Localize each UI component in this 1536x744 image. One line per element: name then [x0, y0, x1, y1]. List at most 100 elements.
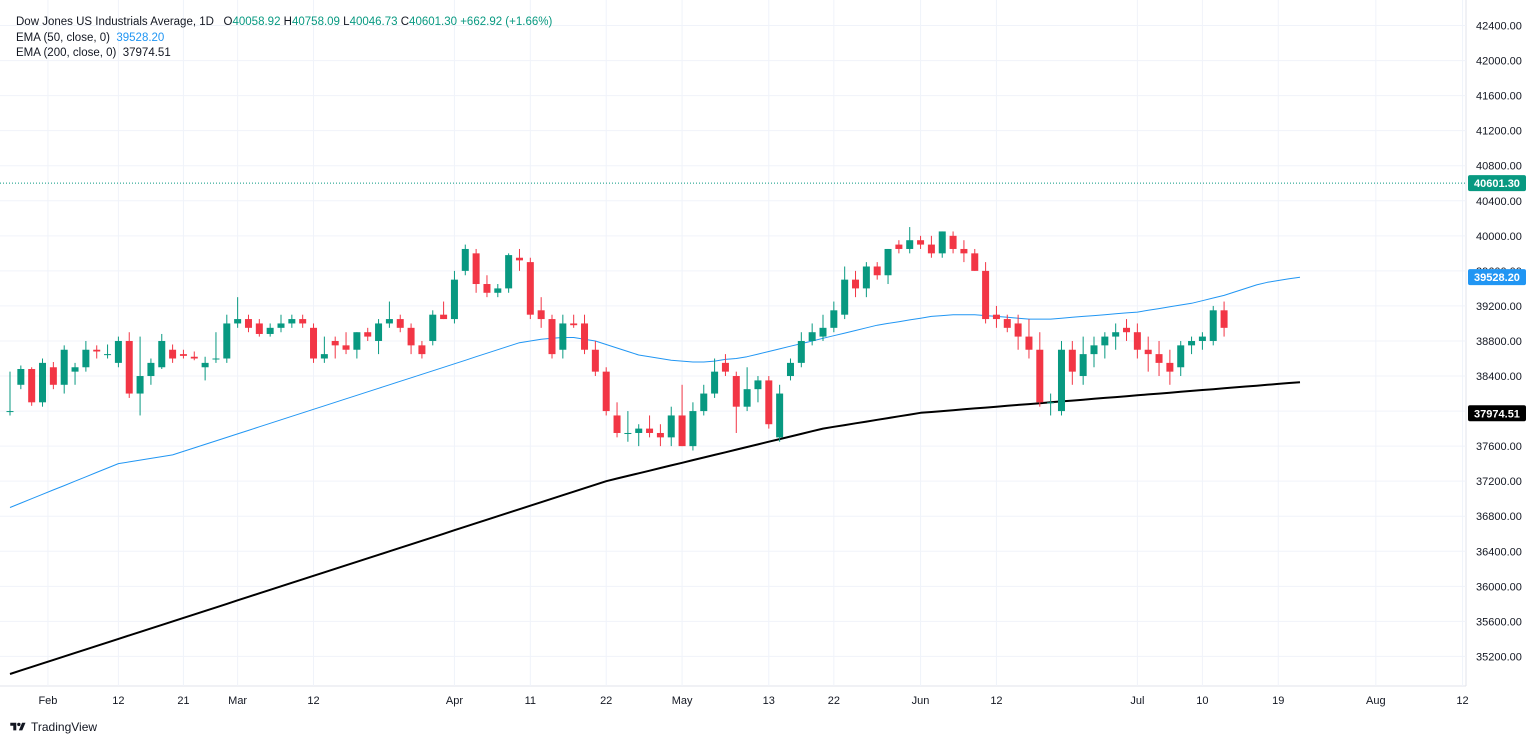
candle: [765, 376, 773, 429]
candle: [179, 349, 187, 359]
last-price-badge-text: 40601.30: [1474, 178, 1520, 190]
candle: [526, 257, 534, 320]
candle: [711, 358, 719, 398]
candle: [461, 244, 469, 276]
candlesticks: [6, 227, 1228, 451]
y-axis[interactable]: 35200.00 35600.00 36000.00 36400.00 36800.00…: [1476, 21, 1522, 664]
candle: [1220, 301, 1228, 337]
candle: [396, 314, 404, 333]
candle-body: [158, 340, 166, 368]
x-tick-label: 13: [763, 695, 775, 707]
candle-body: [407, 327, 415, 346]
tradingview-brand[interactable]: TradingView: [10, 720, 97, 734]
x-tick-label: Mar: [228, 695, 247, 707]
candle: [537, 297, 545, 328]
x-tick-label: 12: [1456, 695, 1468, 707]
candle: [1177, 340, 1185, 377]
x-tick-label: 12: [112, 695, 124, 707]
candle: [1003, 314, 1011, 333]
candle: [906, 227, 914, 254]
legend-ema200-row: EMA (200, close, 0) 37974.51: [16, 46, 552, 62]
ema200-badge: 37974.51: [1468, 405, 1526, 422]
candle-body: [71, 367, 79, 372]
legend-ema200-label[interactable]: EMA (200, close, 0): [16, 47, 117, 59]
candle: [385, 301, 393, 328]
legend-low-value: 40046.73: [349, 16, 398, 28]
candle-body: [331, 340, 339, 346]
x-axis[interactable]: Feb 12 21 Mar 12 Apr 11 22 May 13 22 Jun 12 Jul 10 19 Au…: [38, 695, 1468, 707]
candle-body: [223, 323, 231, 359]
legend-ema200-value: 37974.51: [122, 47, 171, 59]
legend-low-label: L: [343, 16, 350, 28]
candle: [1025, 319, 1033, 359]
candle: [656, 424, 664, 447]
candle: [797, 332, 805, 368]
y-tick-label: 35600.00: [1476, 616, 1522, 628]
candle: [277, 314, 285, 333]
candle-body: [1079, 354, 1087, 377]
candle-body: [570, 323, 578, 326]
candle: [873, 262, 881, 280]
candle-body: [982, 270, 990, 320]
candle-body: [819, 327, 827, 337]
candle-body: [147, 362, 155, 377]
candle-body: [320, 354, 328, 359]
candle-body: [93, 349, 101, 352]
candle-body: [602, 371, 610, 412]
candle: [190, 351, 198, 361]
candle-body: [906, 240, 914, 249]
candle: [1047, 393, 1055, 416]
candle-body: [244, 319, 252, 328]
grid-lines: [0, 0, 1467, 687]
candle-body: [1166, 362, 1174, 372]
candle: [1068, 340, 1076, 385]
x-tick-label: Jul: [1130, 695, 1144, 707]
x-tick-label: 12: [990, 695, 1002, 707]
y-tick-label: 40000.00: [1476, 231, 1522, 243]
candle-body: [732, 376, 740, 407]
candle-body: [1057, 349, 1065, 412]
candle-body: [927, 244, 935, 254]
legend-close-label: C: [400, 16, 410, 28]
x-tick-label: May: [672, 695, 693, 707]
y-tick-label: 39200.00: [1476, 301, 1522, 313]
candle: [288, 314, 296, 328]
candle: [938, 231, 946, 258]
candle-body: [104, 354, 112, 356]
y-tick-label: 37600.00: [1476, 441, 1522, 453]
candle-body: [17, 369, 25, 385]
ema50-badge-text: 39528.20: [1474, 272, 1520, 284]
candle-body: [483, 284, 491, 293]
ema200-line: [9, 381, 1301, 675]
candle: [754, 376, 762, 403]
candle: [1057, 340, 1065, 416]
y-tick-label: 41600.00: [1476, 91, 1522, 103]
candle-body: [1014, 323, 1022, 337]
candle: [299, 314, 307, 328]
candle-body: [136, 376, 144, 394]
candle: [1079, 336, 1087, 385]
candle: [927, 235, 935, 258]
legend-ema50-label[interactable]: EMA (50, close, 0): [16, 31, 110, 44]
candle-body: [830, 310, 838, 328]
candle: [917, 235, 925, 249]
candle: [244, 314, 252, 333]
candle: [786, 358, 794, 381]
candle-body: [656, 432, 664, 438]
candle-body: [559, 323, 567, 350]
candle: [147, 358, 155, 385]
candle-body: [49, 367, 57, 385]
candle: [678, 384, 686, 447]
brand-name: TradingView: [31, 720, 98, 734]
x-tick-label: 11: [525, 695, 536, 707]
candle: [819, 314, 827, 341]
candle-body: [1188, 340, 1196, 346]
candle-body: [277, 323, 285, 328]
x-tick-label: 22: [600, 695, 612, 707]
candle-body: [342, 345, 350, 350]
candle-body: [591, 349, 599, 372]
candle: [515, 248, 523, 271]
legend-symbol[interactable]: Dow Jones US Industrials Average, 1D: [16, 16, 214, 28]
candle-body: [494, 288, 502, 293]
